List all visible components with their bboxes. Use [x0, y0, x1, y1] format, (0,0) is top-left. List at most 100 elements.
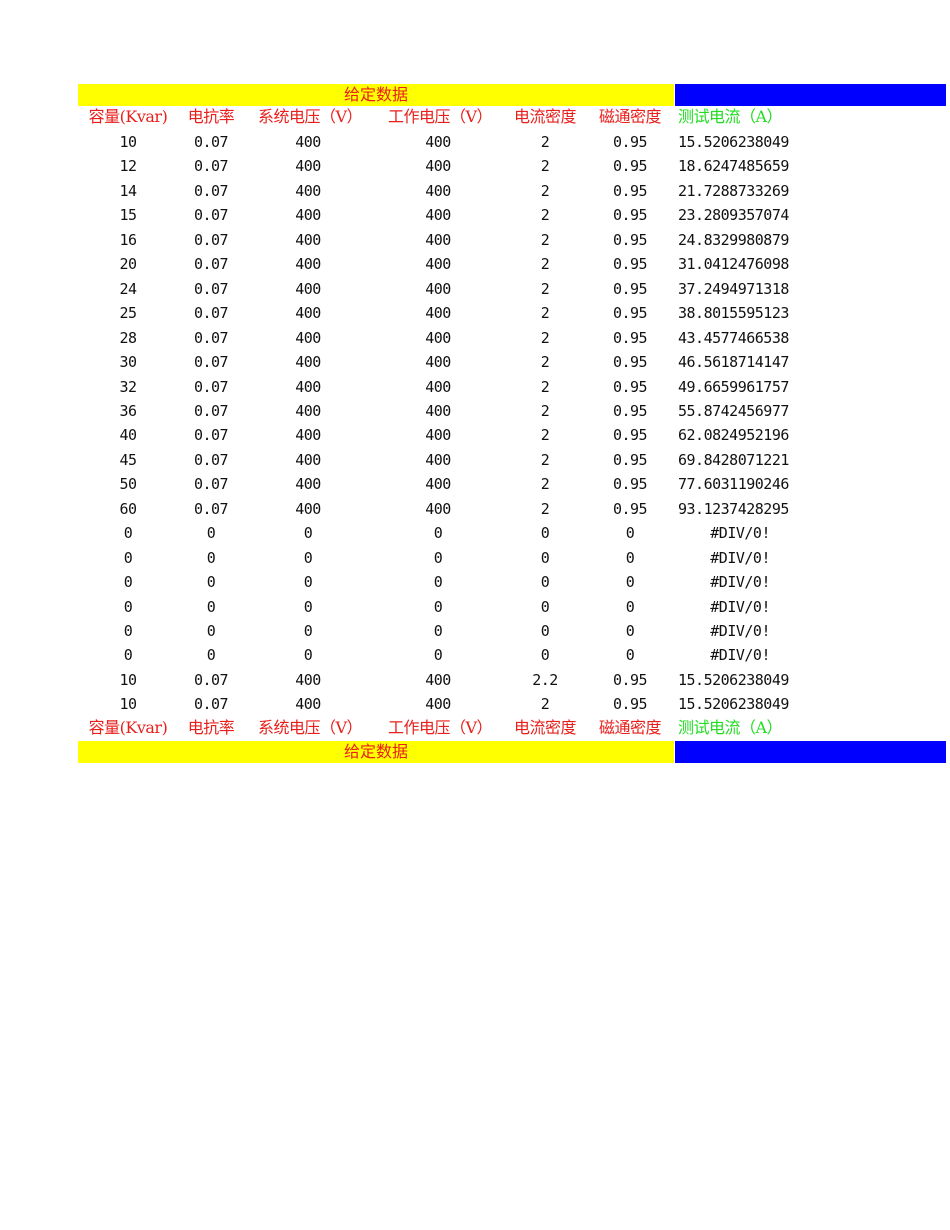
cell-capacity: 0 [123, 622, 133, 640]
header-system-voltage: 系统电压（V） [258, 718, 363, 737]
cell-reactance-rate: 0.07 [193, 377, 229, 396]
cell-working-voltage: 400 [425, 304, 451, 323]
header-working-voltage: 工作电压（V） [388, 107, 493, 126]
header-reactance-rate: 电抗率 [187, 718, 235, 737]
cell-test-current: 49.6659961757 [678, 377, 789, 396]
table-row: 60 0.07 400 400 2 0.95 93.1237428295 [0, 497, 950, 521]
bottom-banner-blue [675, 741, 946, 763]
cell-working-voltage: 400 [425, 328, 451, 347]
top-banner-blue [675, 84, 946, 106]
cell-system-voltage: 0 [303, 524, 313, 543]
cell-system-voltage: 400 [295, 426, 321, 445]
cell-current-density: 0 [540, 573, 550, 592]
cell-system-voltage: 400 [295, 304, 321, 323]
header-current-density: 电流密度 [513, 718, 577, 737]
cell-system-voltage: 400 [295, 695, 321, 714]
cell-capacity: 0 [123, 573, 133, 592]
cell-flux-density: 0 [625, 622, 635, 640]
cell-test-current: #DIV/0! [710, 573, 770, 592]
cell-test-current: #DIV/0! [710, 646, 770, 665]
cell-capacity: 10 [119, 695, 137, 714]
cell-working-voltage: 400 [425, 230, 451, 249]
cell-current-density: 0 [540, 646, 550, 665]
bottom-banner-given-data: 给定数据 [78, 741, 674, 763]
cell-test-current: 15.5206238049 [678, 695, 789, 714]
cell-reactance-rate: 0.07 [193, 450, 229, 469]
cell-flux-density: 0.95 [612, 499, 648, 518]
cell-current-density: 2.2 [532, 670, 558, 689]
cell-flux-density: 0.95 [612, 157, 648, 176]
cell-current-density: 2 [540, 157, 550, 176]
cell-test-current: 31.0412476098 [678, 255, 789, 274]
table-row: 28 0.07 400 400 2 0.95 43.4577466538 [0, 326, 950, 350]
cell-capacity: 10 [119, 670, 137, 689]
cell-reactance-rate: 0 [206, 597, 216, 616]
cell-working-voltage: 400 [425, 353, 451, 372]
cell-current-density: 2 [540, 475, 550, 494]
cell-reactance-rate: 0.07 [193, 255, 229, 274]
cell-current-density: 2 [540, 279, 550, 298]
cell-system-voltage: 400 [295, 206, 321, 225]
table-row: 10 0.07 400 400 2 0.95 15.5206238049 [0, 692, 950, 716]
cell-system-voltage: 400 [295, 328, 321, 347]
cell-system-voltage: 400 [295, 133, 321, 151]
cell-system-voltage: 0 [303, 548, 313, 567]
cell-capacity: 45 [119, 450, 137, 469]
cell-system-voltage: 400 [295, 181, 321, 200]
cell-reactance-rate: 0.07 [193, 133, 229, 151]
table-row: 15 0.07 400 400 2 0.95 23.2809357074 [0, 203, 950, 227]
cell-working-voltage: 400 [425, 255, 451, 274]
table-row: 12 0.07 400 400 2 0.95 18.6247485659 [0, 154, 950, 178]
cell-system-voltage: 400 [295, 401, 321, 420]
cell-test-current: 46.5618714147 [678, 353, 789, 372]
cell-test-current: 69.8428071221 [678, 450, 789, 469]
cell-flux-density: 0.95 [612, 353, 648, 372]
table-row: 40 0.07 400 400 2 0.95 62.0824952196 [0, 423, 950, 447]
table-row: 25 0.07 400 400 2 0.95 38.8015595123 [0, 301, 950, 325]
cell-working-voltage: 400 [425, 206, 451, 225]
table-row: 10 0.07 400 400 2.2 0.95 15.5206238049 [0, 668, 950, 692]
cell-flux-density: 0.95 [612, 206, 648, 225]
cell-capacity: 40 [119, 426, 137, 445]
cell-current-density: 0 [540, 622, 550, 640]
cell-test-current: 21.7288733269 [678, 181, 789, 200]
cell-reactance-rate: 0.07 [193, 401, 229, 420]
cell-capacity: 10 [119, 133, 137, 151]
cell-test-current: #DIV/0! [710, 548, 770, 567]
cell-working-voltage: 0 [433, 524, 443, 543]
cell-reactance-rate: 0 [206, 622, 216, 640]
cell-flux-density: 0.95 [612, 255, 648, 274]
cell-reactance-rate: 0 [206, 548, 216, 567]
table-row: 0 0 0 0 0 0 #DIV/0! [0, 546, 950, 570]
cell-current-density: 2 [540, 304, 550, 323]
cell-flux-density: 0.95 [612, 695, 648, 714]
cell-capacity: 25 [119, 304, 137, 323]
header-system-voltage: 系统电压（V） [258, 107, 363, 126]
table-row: 0 0 0 0 0 0 #DIV/0! [0, 619, 950, 643]
cell-flux-density: 0 [625, 646, 635, 665]
cell-current-density: 2 [540, 377, 550, 396]
cell-reactance-rate: 0.07 [193, 695, 229, 714]
cell-capacity: 20 [119, 255, 137, 274]
cell-working-voltage: 400 [425, 450, 451, 469]
cell-capacity: 14 [119, 181, 137, 200]
table-row: 36 0.07 400 400 2 0.95 55.8742456977 [0, 399, 950, 423]
header-flux-density: 磁通密度 [598, 718, 662, 737]
cell-working-voltage: 400 [425, 157, 451, 176]
cell-capacity: 24 [119, 279, 137, 298]
cell-reactance-rate: 0 [206, 573, 216, 592]
cell-flux-density: 0 [625, 548, 635, 567]
header-reactance-rate: 电抗率 [187, 107, 235, 126]
cell-working-voltage: 400 [425, 426, 451, 445]
cell-system-voltage: 400 [295, 450, 321, 469]
cell-reactance-rate: 0.07 [193, 279, 229, 298]
cell-working-voltage: 0 [433, 597, 443, 616]
cell-capacity: 36 [119, 401, 137, 420]
cell-current-density: 2 [540, 426, 550, 445]
cell-working-voltage: 400 [425, 695, 451, 714]
cell-system-voltage: 400 [295, 377, 321, 396]
cell-working-voltage: 0 [433, 548, 443, 567]
cell-flux-density: 0.95 [612, 450, 648, 469]
cell-system-voltage: 0 [303, 622, 313, 640]
cell-flux-density: 0.95 [612, 670, 648, 689]
